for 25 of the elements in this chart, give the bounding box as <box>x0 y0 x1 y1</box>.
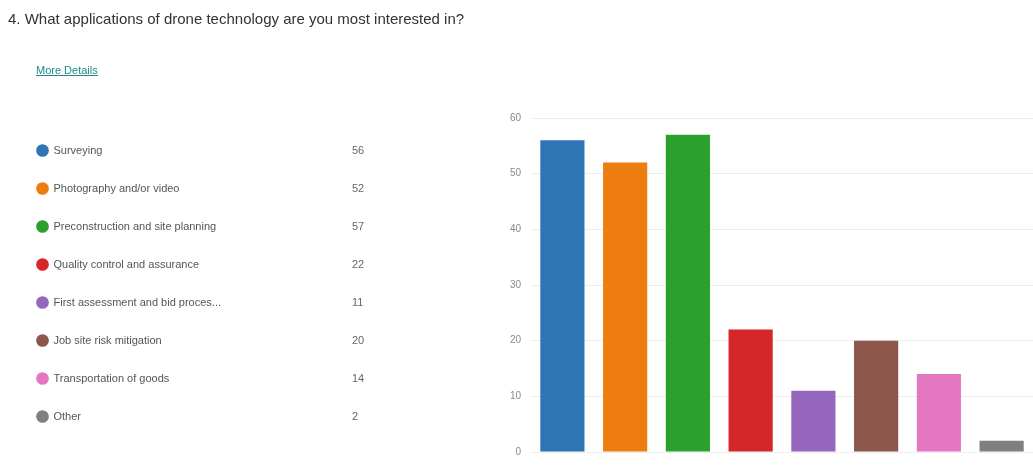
legend-label: Transportation of goods <box>53 371 170 384</box>
text: More Details <box>36 64 98 76</box>
legend-label: Preconstruction and site planning <box>53 219 217 232</box>
y-tick-label: 40 <box>509 223 522 235</box>
text: 22 <box>352 257 365 270</box>
text: 11 <box>352 295 364 308</box>
text: 52 <box>352 181 365 194</box>
y-tick-label: 50 <box>509 167 522 179</box>
legend-label: Quality control and assurance <box>53 257 200 270</box>
y-tick-label: 10 <box>509 390 522 402</box>
text: 20 <box>352 333 365 346</box>
y-tick-label: 0 <box>515 445 522 457</box>
y-tick-label: 60 <box>509 111 522 123</box>
y-tick-label: 30 <box>509 278 522 290</box>
legend-label: First assessment and bid proces... <box>53 295 222 308</box>
text: 4. What applications of drone technology are you most interested in? <box>8 10 465 27</box>
text: 2 <box>352 409 359 422</box>
legend-label: Photography and/or video <box>53 181 180 194</box>
legend-label: Other <box>53 409 82 422</box>
text: 56 <box>352 143 365 156</box>
legend-label: Job site risk mitigation <box>53 333 162 346</box>
y-tick-label: 20 <box>509 334 522 346</box>
text: 14 <box>352 371 365 384</box>
legend-label: Surveying <box>53 143 103 156</box>
text: 57 <box>352 219 365 232</box>
